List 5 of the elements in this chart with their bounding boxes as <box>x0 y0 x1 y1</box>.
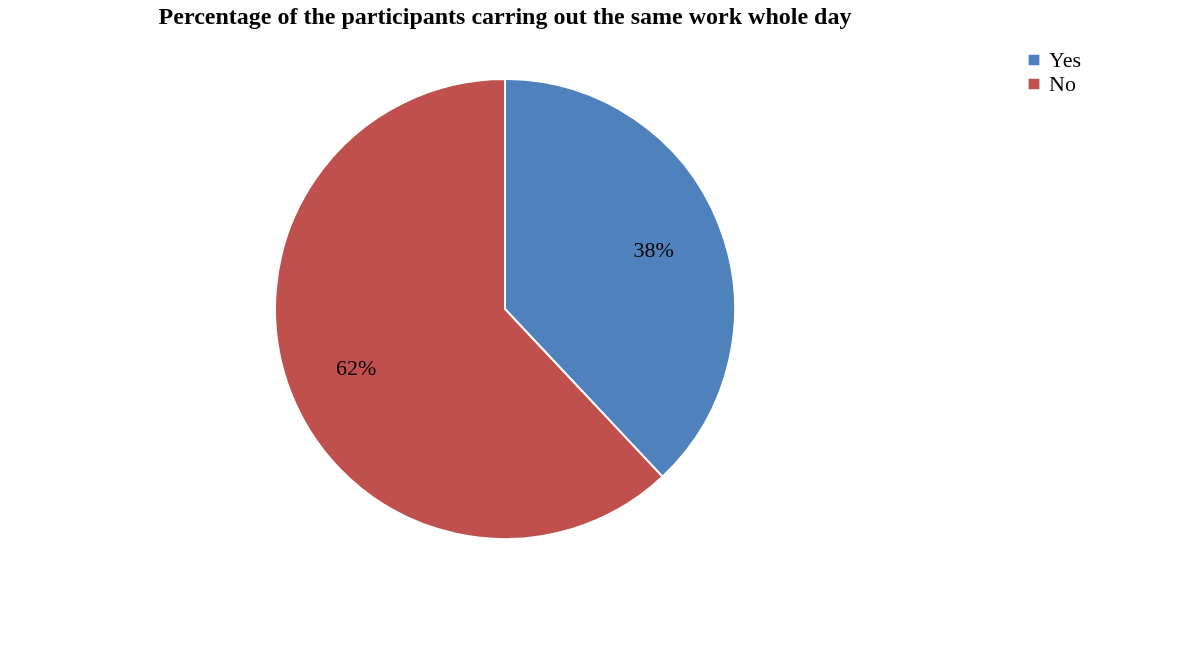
data-label: 62% <box>336 354 377 380</box>
legend-label: No <box>1049 71 1076 96</box>
legend-label: Yes <box>1049 47 1082 72</box>
data-label: 38% <box>633 237 674 263</box>
chart-title: Percentage of the participants carring out the same work whole day <box>158 3 852 29</box>
